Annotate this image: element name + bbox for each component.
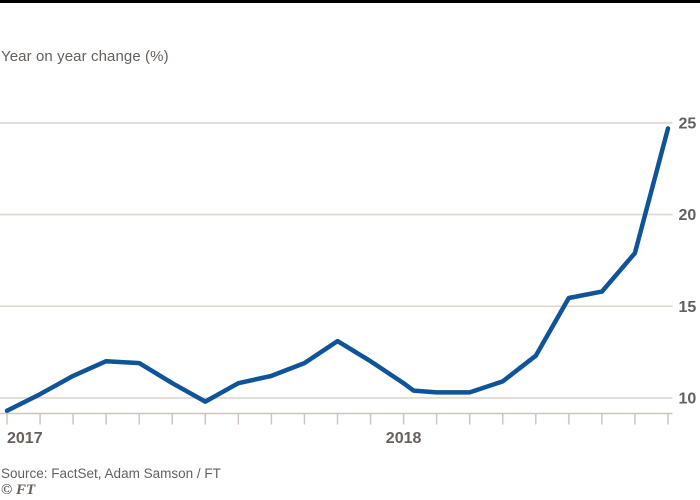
ft-copyright: © FT [1, 482, 36, 498]
yoy-change-line [4, 126, 671, 413]
chart-subtitle: Year on year change (%) [1, 48, 169, 65]
top-rule [0, 0, 700, 3]
y-axis-tick-label: 10 [679, 390, 697, 407]
source-note: Source: FactSet, Adam Samson / FT [1, 466, 221, 481]
y-axis-tick-label: 15 [679, 299, 697, 316]
x-axis-year-label: 2017 [7, 430, 43, 447]
y-axis-tick-label: 25 [679, 115, 697, 132]
x-axis-year-label: 2018 [386, 430, 422, 447]
y-axis-tick-label: 20 [679, 207, 697, 224]
